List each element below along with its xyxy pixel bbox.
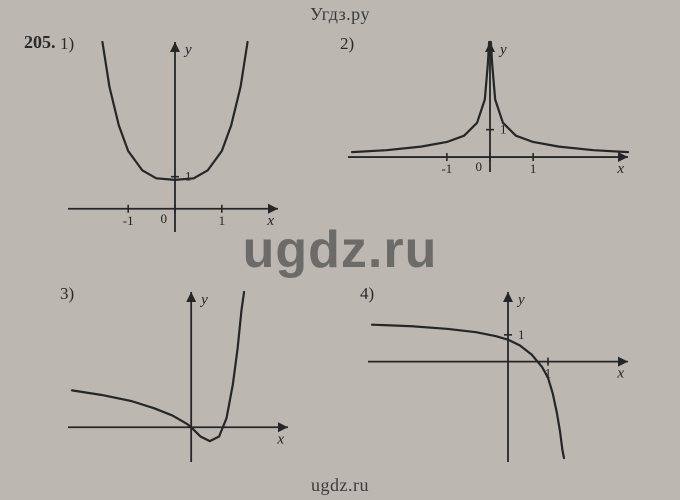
chart-4: 4) 11xy: [360, 280, 640, 470]
svg-text:-1: -1: [441, 161, 452, 176]
svg-text:y: y: [199, 292, 208, 308]
svg-text:y: y: [516, 292, 525, 308]
svg-text:x: x: [616, 161, 624, 177]
chart-3-svg: xy: [60, 280, 300, 470]
chart-3-label: 3): [60, 284, 74, 304]
chart-4-svg: 11xy: [360, 280, 640, 470]
chart-4-label: 4): [360, 284, 374, 304]
site-header: Угдз.ру: [0, 4, 680, 25]
svg-text:1: 1: [219, 213, 226, 228]
svg-text:0: 0: [476, 159, 483, 174]
chart-1-svg: -1 1 1 0 x y: [60, 30, 290, 240]
svg-text:-1: -1: [123, 213, 134, 228]
svg-text:0: 0: [161, 211, 168, 226]
chart-2-svg: -1110xy: [340, 30, 640, 180]
chart-2: 2) -1110xy: [340, 30, 640, 180]
chart-1-label: 1): [60, 34, 74, 54]
svg-text:1: 1: [530, 161, 537, 176]
chart-3: 3) xy: [60, 280, 300, 470]
exercise-number: 205.: [24, 32, 56, 53]
chart-1: 1) -1 1 1 0 x y: [60, 30, 290, 240]
svg-text:y: y: [498, 42, 507, 58]
svg-text:1: 1: [185, 169, 192, 184]
page-root: Угдз.ру ugdz.ru 205. 1) -1110xy 2) -1110…: [0, 0, 680, 500]
site-footer: ugdz.ru: [0, 475, 680, 496]
svg-text:y: y: [183, 42, 192, 58]
svg-text:1: 1: [518, 327, 525, 342]
svg-text:x: x: [276, 431, 284, 447]
chart-2-label: 2): [340, 34, 354, 54]
svg-text:x: x: [616, 366, 624, 382]
svg-text:x: x: [266, 213, 274, 229]
